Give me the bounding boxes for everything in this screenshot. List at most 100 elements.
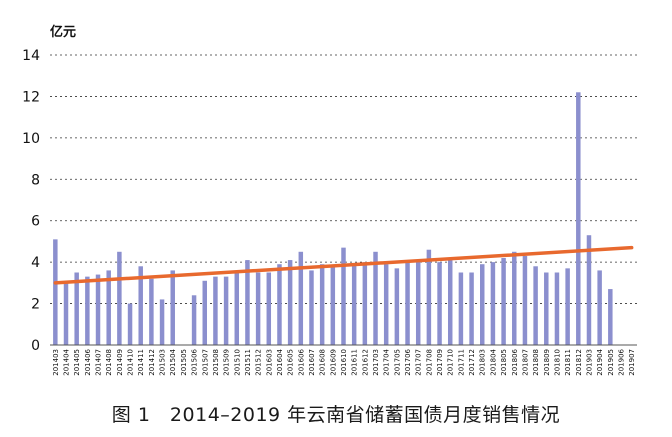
x-tick-label: 201407 (95, 349, 103, 376)
bar (341, 247, 346, 345)
bar (415, 260, 421, 345)
x-tick-label: 201503 (159, 349, 167, 376)
bar (319, 264, 325, 345)
x-tick-label: 201905 (607, 349, 615, 376)
x-tick-label: 201705 (393, 349, 401, 376)
bar (351, 264, 357, 345)
bar (480, 264, 485, 345)
bar (170, 270, 175, 345)
bar (426, 249, 432, 345)
x-tick-label: 201804 (489, 348, 497, 375)
bar (458, 272, 464, 345)
y-tick-label: 14 (22, 48, 40, 64)
x-tick-label: 201611 (351, 349, 359, 376)
x-tick-label: 201711 (457, 349, 465, 376)
bar (565, 268, 570, 345)
x-tick-label: 201710 (447, 349, 455, 376)
bar (287, 260, 293, 345)
bar (373, 251, 378, 345)
x-tick-label: 201808 (532, 349, 540, 376)
x-tick-label: 201508 (212, 349, 220, 376)
x-tick-label: 201512 (255, 349, 263, 376)
x-tick-label: 201510 (233, 349, 241, 376)
x-tick-label: 201511 (244, 349, 252, 376)
bar (405, 262, 410, 345)
bar (74, 272, 79, 345)
x-tick-label: 201606 (297, 348, 305, 375)
figure-caption: 图 1 2014–2019 年云南省储蓄国债月度销售情况 (111, 404, 561, 426)
x-tick-label: 201703 (372, 349, 380, 376)
x-tick-label: 201604 (276, 348, 284, 375)
x-tick-label: 201907 (628, 349, 636, 376)
bar (159, 299, 165, 345)
bar (245, 260, 250, 345)
bar (202, 280, 207, 345)
bar (394, 268, 400, 345)
x-tick-label: 201505 (180, 349, 188, 376)
x-tick-label: 201612 (361, 349, 369, 376)
bar (106, 270, 111, 345)
bar (544, 272, 549, 345)
y-tick-label: 6 (31, 214, 40, 230)
bar (533, 266, 538, 345)
x-tick-label: 201405 (73, 349, 81, 376)
x-tick-label: 201906 (617, 348, 625, 375)
bar (191, 295, 197, 345)
bar (138, 266, 143, 345)
x-tick-label: 201709 (436, 349, 444, 376)
bar (63, 282, 69, 345)
bar (213, 276, 218, 345)
x-tick-label: 201404 (63, 348, 71, 375)
y-tick-label: 10 (22, 131, 40, 147)
y-axis-ticks: 0 2 4 6 8 10 12 14 (22, 48, 40, 354)
bar (309, 270, 314, 345)
trendline (53, 245, 634, 285)
x-tick-label: 201803 (479, 349, 487, 376)
x-tick-label: 201504 (169, 348, 177, 375)
x-axis-ticks: 201403 201404 201405 201406 201407 201408 2014… (52, 348, 636, 375)
trendline-layer (53, 245, 634, 285)
x-tick-label: 201712 (468, 349, 476, 376)
bar (576, 92, 581, 346)
bar (362, 262, 368, 345)
y-tick-label: 2 (31, 297, 40, 313)
x-tick-label: 201608 (319, 349, 327, 376)
x-tick-label: 201607 (308, 349, 316, 376)
bar (127, 303, 133, 345)
x-tick-label: 201410 (127, 349, 135, 376)
x-tick-label: 201603 (265, 349, 273, 376)
x-tick-label: 201806 (511, 348, 519, 375)
x-tick-label: 201812 (575, 349, 583, 376)
bar (469, 272, 474, 345)
bar (501, 258, 506, 345)
bar (277, 264, 282, 345)
bar (255, 272, 261, 345)
x-tick-label: 201507 (201, 349, 209, 376)
x-tick-label: 201506 (191, 348, 199, 375)
x-tick-label: 201403 (52, 349, 60, 376)
y-tick-label: 8 (31, 172, 40, 188)
y-tick-label: 0 (31, 338, 40, 354)
x-tick-label: 201810 (553, 349, 561, 376)
x-tick-label: 201904 (596, 348, 604, 375)
y-unit-label: 亿元 (50, 24, 76, 40)
bar (234, 270, 240, 345)
x-tick-label: 201406 (84, 348, 92, 375)
x-tick-label: 201509 (223, 349, 231, 376)
x-tick-label: 201807 (521, 349, 529, 376)
bar (447, 260, 453, 345)
bar (53, 239, 58, 345)
bar (437, 262, 442, 345)
x-tick-label: 201811 (564, 349, 572, 376)
bar (266, 272, 272, 345)
x-tick-label: 201605 (287, 349, 295, 376)
x-tick-label: 201412 (148, 349, 156, 376)
bar (490, 262, 496, 345)
bar (383, 264, 389, 345)
x-tick-label: 201408 (105, 349, 113, 376)
x-tick-label: 201706 (404, 348, 412, 375)
y-tick-label: 12 (22, 89, 40, 105)
bar (149, 278, 154, 345)
bar (223, 276, 229, 345)
